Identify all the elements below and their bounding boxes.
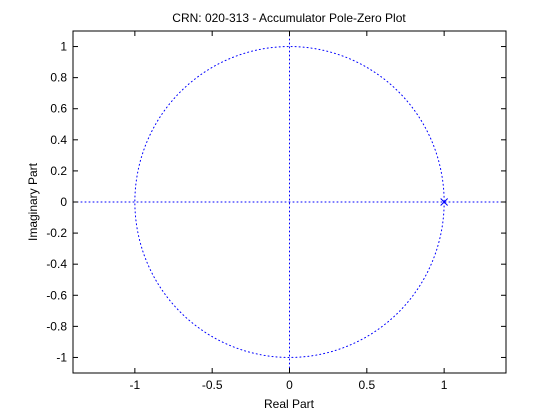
y-tick-label: 0.6 [50,102,67,116]
x-tick-label: -1 [130,378,141,392]
y-tick-label: -1 [56,350,67,364]
plot-content [73,31,506,373]
y-tick-label: 0.2 [50,164,67,178]
x-tick-label: 0.5 [358,378,375,392]
y-tick-label: -0.6 [46,288,67,302]
x-tick-label: 0 [286,378,293,392]
y-tick-label: 1 [60,40,67,54]
y-tick-label: -0.8 [46,319,67,333]
pole-marker-stroke-b [440,198,448,206]
y-tick-label: 0.4 [50,133,67,147]
y-axis-label: Imaginary Part [26,162,40,241]
chart-title: CRN: 020-313 - Accumulator Pole-Zero Plo… [172,11,406,25]
y-tick-label: -0.4 [46,257,67,271]
pole-marker [440,198,448,206]
x-axis-label: Real Part [264,397,315,411]
y-tick-label: 0 [60,195,67,209]
plot-area [73,31,506,373]
y-tick-label: 0.8 [50,71,67,85]
axes: -1 -0.5 0 0.5 1 1 0.8 0.6 0.4 0.2 0 -0.2 -0.4 -0.6 -0.… [46,30,507,392]
y-tick-label: -0.2 [46,226,67,240]
x-tick-label: -0.5 [202,378,223,392]
x-tick-label: 1 [441,378,448,392]
